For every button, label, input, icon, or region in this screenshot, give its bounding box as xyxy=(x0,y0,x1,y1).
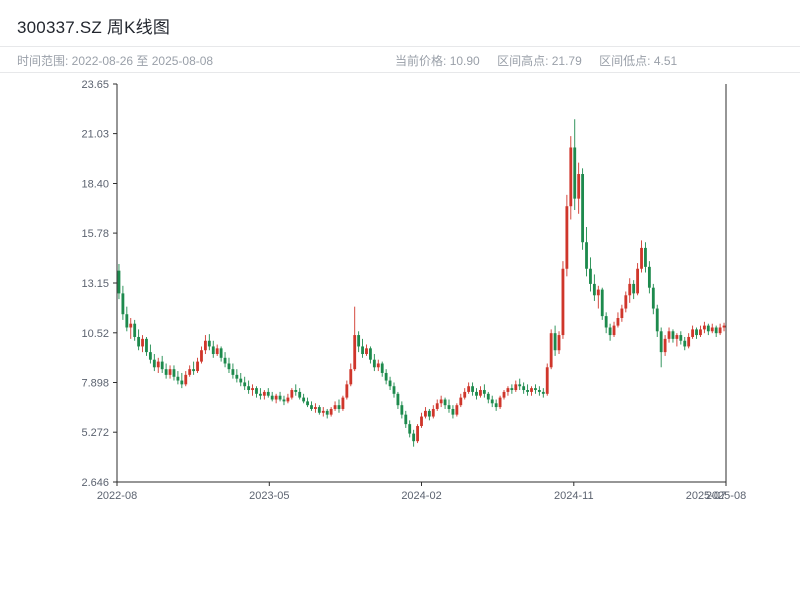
current-price-label: 当前价格: xyxy=(395,54,447,68)
x-tick-label: 2025-08 xyxy=(706,490,746,502)
price-stats: 当前价格: 10.90 区间高点: 21.79 区间低点: 4.51 xyxy=(395,52,691,69)
axes: 23.65 21.03 18.40 15.78 13.15 10.52 7.898 5.272… xyxy=(81,79,746,502)
range-high-label: 区间高点: xyxy=(497,54,549,68)
x-tick-label: 2025-07 xyxy=(686,490,726,502)
y-tick-label: 21.03 xyxy=(81,129,109,141)
x-tick-label: 2024-02 xyxy=(401,490,441,502)
y-tick-label: 7.898 xyxy=(81,378,109,390)
candles xyxy=(117,119,726,447)
range-low-label: 区间低点: xyxy=(599,54,651,68)
divider-top xyxy=(0,46,800,47)
divider-bottom xyxy=(0,72,800,73)
y-tick-label: 23.65 xyxy=(81,79,109,91)
current-price: 当前价格: 10.90 xyxy=(395,54,480,68)
x-tick-label: 2022-08 xyxy=(97,490,137,502)
y-tick-label: 5.272 xyxy=(81,427,109,439)
y-tick-label: 2.646 xyxy=(81,477,109,489)
current-price-value: 10.90 xyxy=(449,54,480,68)
y-tick-label: 10.52 xyxy=(81,328,109,340)
y-tick-label: 18.40 xyxy=(81,179,109,191)
y-tick-label: 13.15 xyxy=(81,278,109,290)
range-low: 区间低点: 4.51 xyxy=(599,54,677,68)
range-low-value: 4.51 xyxy=(653,54,678,68)
range-high: 区间高点: 21.79 xyxy=(497,54,582,68)
range-high-value: 21.79 xyxy=(551,54,582,68)
x-tick-label: 2023-05 xyxy=(249,490,289,502)
x-tick-label: 2024-11 xyxy=(554,490,594,502)
y-tick-label: 15.78 xyxy=(81,228,109,240)
page-title: 300337.SZ 周K线图 xyxy=(17,18,171,37)
time-range-label: 时间范围: 2022-08-26 至 2025-08-08 xyxy=(17,54,214,68)
